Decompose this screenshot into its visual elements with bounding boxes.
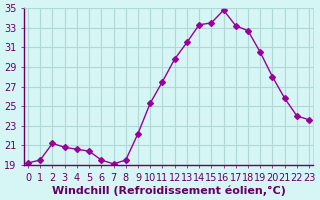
X-axis label: Windchill (Refroidissement éolien,°C): Windchill (Refroidissement éolien,°C) [52,185,285,196]
